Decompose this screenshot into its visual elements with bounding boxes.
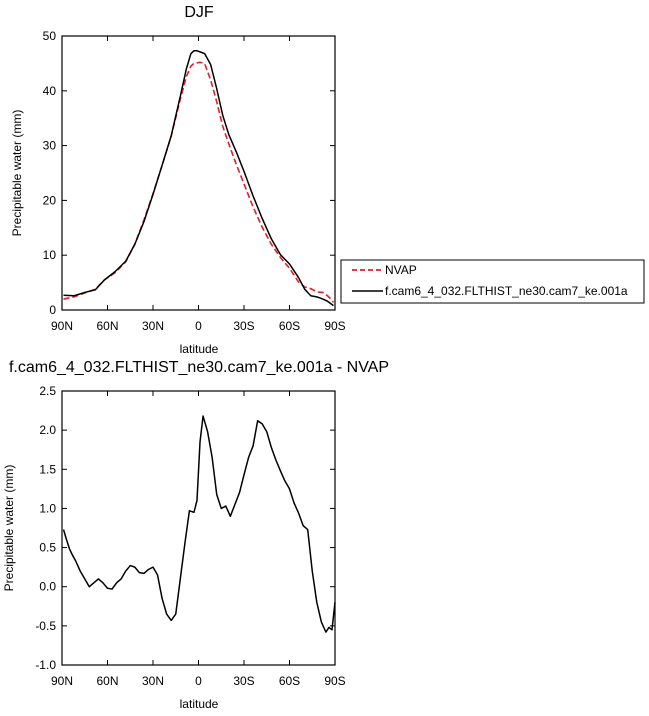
legend: NVAP f.cam6_4_032.FLTHIST_ne30.cam7_ke.0… — [340, 259, 645, 304]
panel2-ytick-label: 0.0 — [39, 580, 56, 594]
panel2-ytick-label: 1.0 — [39, 501, 56, 515]
panel2-xtick-label: 90S — [324, 674, 345, 688]
panel2-y-axis-label: Precipitable water (mm) — [2, 465, 16, 592]
panel2-ytick-label: 2.5 — [39, 384, 56, 398]
panel-difference: f.cam6_4_032.FLTHIST_ne30.cam7_ke.001a -… — [2, 359, 389, 711]
panel2-ytick-label: 1.5 — [39, 462, 56, 476]
panel1-ylabel: Precipitable water (mm) — [10, 110, 24, 237]
panel1-title: DJF — [184, 4, 214, 21]
panel1-xtick-label: 30N — [142, 319, 164, 333]
panel1-xlabel: latitude — [180, 342, 219, 356]
panel1-xtick-label: 90N — [51, 319, 73, 333]
panel1-xtick-label: 60N — [96, 319, 118, 333]
panel1-ytick-label: 30 — [43, 139, 57, 153]
panel2-ytick-label: 0.5 — [39, 541, 56, 555]
panel1-series-line-f-cam6-4-032-flthist-ne30-cam7-ke-001a — [63, 50, 334, 307]
panel2-title: f.cam6_4_032.FLTHIST_ne30.cam7_ke.001a -… — [9, 359, 389, 376]
panel2-ytick-label: 2.0 — [39, 423, 56, 437]
panel1-ytick-label: 20 — [43, 193, 57, 207]
panel2-xtick-label: 60N — [96, 674, 118, 688]
panel-djf: DJF Precipitable water (mm) 0 10 20 30 40 50 … — [10, 4, 346, 356]
panel2-xtick-label: 0 — [195, 674, 202, 688]
panel1-ytick-label: 40 — [43, 84, 57, 98]
panel2-xtick-label: 30N — [142, 674, 164, 688]
panel1-plot-area: 0 10 20 30 40 50 90N 60N 30N 0 30S 60S 90S — [43, 29, 346, 333]
panel1-y-axis-label: Precipitable water (mm) — [10, 110, 24, 237]
panel2-ytick-label: -0.5 — [35, 619, 56, 633]
panel2-plot-area: -1.0 -0.5 0.0 0.5 1.0 1.5 2.0 2.5 90N 60N 30N 0 30S… — [35, 384, 345, 688]
panel1-xtick-label: 90S — [324, 319, 345, 333]
panel2-xtick-label: 30S — [233, 674, 254, 688]
panel1-xtick-label: 60S — [279, 319, 300, 333]
panel1-ytick-label: 50 — [43, 29, 57, 43]
panel1-ytick-label: 0 — [49, 303, 56, 317]
panel2-xtick-label: 60S — [279, 674, 300, 688]
legend-label-model: f.cam6_4_032.FLTHIST_ne30.cam7_ke.001a — [385, 284, 628, 298]
panel2-series-line-0 — [62, 415, 336, 633]
legend-box — [340, 259, 645, 304]
panel2-xlabel: latitude — [180, 697, 219, 711]
panel2-xtick-label: 90N — [51, 674, 73, 688]
panel1-ytick-label: 10 — [43, 248, 57, 262]
panel1-xtick-label: 0 — [195, 319, 202, 333]
panel2-ytick-label: -1.0 — [35, 658, 56, 672]
panel2-frame — [61, 390, 336, 666]
legend-label-nvap: NVAP — [385, 263, 417, 277]
panel2-ylabel: Precipitable water (mm) — [2, 465, 16, 592]
panel1-frame — [61, 35, 336, 311]
panel1-series-line-nvap — [63, 61, 335, 303]
panel1-xtick-label: 30S — [233, 319, 254, 333]
